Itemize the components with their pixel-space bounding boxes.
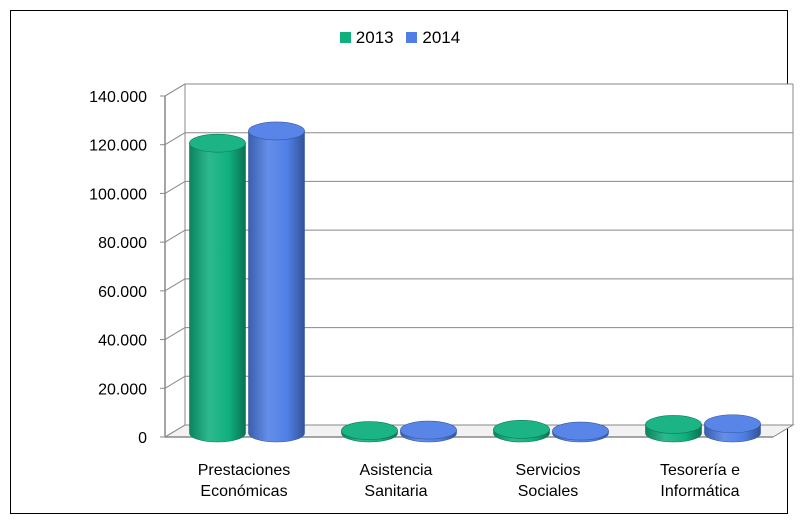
y-tick-label: 40.000 — [98, 333, 147, 350]
x-tick-label: Sanitaria — [364, 483, 427, 500]
x-tick-label: Servicios — [516, 462, 581, 479]
gridline-side — [164, 375, 186, 389]
y-tick-label: 80.000 — [98, 235, 147, 252]
x-tick-label: Tesorería e — [660, 462, 740, 479]
legend-label-2014: 2014 — [422, 28, 461, 47]
y-tick-label: 0 — [138, 430, 147, 447]
bar-top-2014-2 — [552, 421, 609, 441]
legend-item-2013: 2013 — [339, 28, 394, 48]
y-tick-label: 140.000 — [89, 89, 147, 106]
x-tick-label: Económicas — [200, 483, 287, 500]
gridline-side — [164, 424, 186, 438]
x-tick-label: Informática — [660, 483, 739, 500]
legend-swatch-2013 — [339, 32, 351, 43]
gridline-side — [164, 327, 186, 341]
plot-background — [165, 84, 793, 437]
y-tick-label: 120.000 — [89, 138, 147, 155]
x-tick-label: Sociales — [518, 483, 578, 500]
y-tick-label: 20.000 — [98, 381, 147, 398]
bar-top-2014-0 — [248, 121, 305, 141]
bar-top-2014-3 — [704, 414, 761, 434]
bar-2013-0 — [189, 142, 246, 443]
bar-top-2013-0 — [189, 133, 246, 153]
bar-top-2014-1 — [400, 420, 457, 440]
legend-label-2013: 2013 — [355, 28, 394, 47]
legend-swatch-2014 — [406, 32, 418, 43]
gridline-side — [164, 180, 186, 194]
x-tick-label: Prestaciones — [198, 462, 291, 479]
legend-item-2014: 2014 — [406, 28, 460, 48]
gridline-side — [164, 278, 186, 292]
gridline-side — [164, 83, 186, 97]
gridline-side — [164, 229, 186, 243]
bar-top-2013-2 — [493, 420, 550, 439]
y-tick-label: 60.000 — [98, 284, 147, 301]
bar-top-2013-3 — [645, 415, 702, 434]
x-tick-label: Asistencia — [360, 462, 433, 479]
bar-2014-0 — [248, 130, 305, 443]
gridline-side — [164, 132, 186, 146]
y-tick-label: 100.000 — [89, 186, 147, 203]
bar-top-2013-1 — [341, 421, 398, 440]
legend: 2013 2014 — [0, 28, 800, 48]
